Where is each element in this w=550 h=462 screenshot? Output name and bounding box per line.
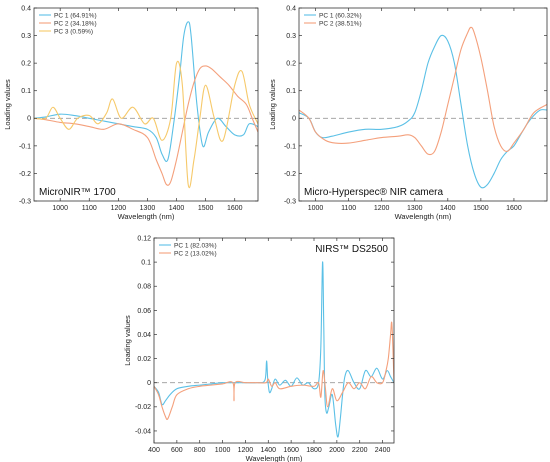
x-tick-label: 400 bbox=[148, 447, 160, 454]
legend: PC 1 (82.03%)PC 2 (13.02%) bbox=[159, 242, 217, 257]
legend-label-1: PC 1 (64.91%) bbox=[54, 12, 97, 19]
x-tick-label: 2200 bbox=[352, 447, 368, 454]
y-tick-label: 0.06 bbox=[137, 308, 151, 315]
y-tick-label: 0.4 bbox=[21, 5, 31, 12]
series-group bbox=[299, 26, 547, 189]
y-tick-label: 0.1 bbox=[286, 88, 296, 95]
y-tick-label: 0.1 bbox=[21, 88, 31, 95]
y-tick-label: -0.2 bbox=[284, 171, 296, 178]
x-tick-label: 1200 bbox=[238, 447, 254, 454]
x-tick-label: 1500 bbox=[473, 205, 489, 212]
series-line-2 bbox=[34, 65, 258, 186]
series-line-1 bbox=[299, 34, 547, 189]
y-tick-label: 0 bbox=[27, 116, 31, 123]
legend-label-2: PC 2 (13.02%) bbox=[174, 250, 217, 257]
y-tick-label: -0.04 bbox=[135, 428, 151, 435]
x-tick-label: 600 bbox=[171, 447, 183, 454]
plot-frame bbox=[153, 237, 395, 444]
y-axis-title: Loading values bbox=[268, 79, 277, 130]
x-axis-title: Wavelength (nm) bbox=[395, 212, 452, 221]
series-line-2 bbox=[299, 26, 547, 156]
y-tick-label: 0.2 bbox=[21, 61, 31, 68]
y-axis-title: Loading values bbox=[123, 315, 132, 366]
y-tick-label: 0.4 bbox=[286, 5, 296, 12]
legend-label-1: PC 1 (60.32%) bbox=[319, 12, 362, 19]
x-tick-label: 1600 bbox=[227, 205, 243, 212]
y-tick-label: 0.2 bbox=[286, 61, 296, 68]
x-tick-label: 1100 bbox=[82, 205, 97, 212]
legend-label-1: PC 1 (82.03%) bbox=[174, 242, 217, 249]
y-tick-label: 0.04 bbox=[137, 332, 151, 339]
y-tick-label: 0.3 bbox=[286, 33, 296, 40]
x-tick-label: 1600 bbox=[506, 205, 522, 212]
x-tick-label: 1000 bbox=[215, 447, 231, 454]
x-tick-label: 1400 bbox=[260, 447, 276, 454]
x-tick-label: 1600 bbox=[283, 447, 299, 454]
y-tick-label: 0.1 bbox=[141, 260, 151, 267]
x-tick-label: 1300 bbox=[140, 205, 156, 212]
x-tick-label: 1200 bbox=[111, 205, 127, 212]
x-tick-label: 1200 bbox=[374, 205, 390, 212]
y-tick-label: -0.3 bbox=[19, 198, 31, 205]
plot-frame bbox=[33, 7, 259, 202]
y-tick-label: 0.12 bbox=[137, 235, 151, 242]
y-tick-label: -0.1 bbox=[284, 143, 296, 150]
y-tick-label: -0.02 bbox=[135, 404, 151, 411]
x-tick-label: 1400 bbox=[169, 205, 185, 212]
x-tick-label: 1400 bbox=[440, 205, 456, 212]
legend-label-2: PC 2 (38.51%) bbox=[319, 20, 362, 27]
y-tick-label: -0.1 bbox=[19, 143, 31, 150]
chart-title: Micro-Hyperspec® NIR camera bbox=[304, 187, 444, 198]
series-line-3 bbox=[34, 60, 258, 188]
x-tick-label: 2400 bbox=[375, 447, 391, 454]
y-tick-label: 0.08 bbox=[137, 284, 151, 291]
y-tick-label: 0 bbox=[292, 116, 296, 123]
series-line-1 bbox=[154, 261, 394, 438]
chart-title: MicroNIR™ 1700 bbox=[39, 187, 116, 198]
y-axis-title: Loading values bbox=[3, 79, 12, 130]
x-tick-label: 1300 bbox=[407, 205, 423, 212]
x-axis-title: Wavelength (nm) bbox=[118, 212, 175, 221]
x-tick-label: 2000 bbox=[329, 447, 345, 454]
x-tick-label: 1500 bbox=[198, 205, 214, 212]
series-line-2 bbox=[154, 321, 394, 421]
x-axis-title: Wavelength (nm) bbox=[246, 454, 303, 462]
legend: PC 1 (60.32%)PC 2 (38.51%) bbox=[304, 12, 362, 27]
chart-micronir: 1000 1100 1200 1300 1400 1500 1600 -0.3 -0.2 -0.1… bbox=[3, 5, 259, 221]
y-tick-label: 0 bbox=[147, 380, 151, 387]
x-tick-label: 1100 bbox=[341, 205, 356, 212]
series-group bbox=[154, 261, 394, 438]
y-tick-label: -0.3 bbox=[284, 198, 296, 205]
x-tick-label: 1000 bbox=[308, 205, 324, 212]
y-tick-label: -0.2 bbox=[19, 171, 31, 178]
y-tick-label: 0.02 bbox=[137, 356, 151, 363]
series-line-1 bbox=[34, 21, 258, 162]
x-tick-label: 800 bbox=[194, 447, 206, 454]
legend: PC 1 (64.91%)PC 2 (34.18%)PC 3 (0.59%) bbox=[39, 12, 97, 35]
chart-title: NIRS™ DS2500 bbox=[315, 244, 388, 255]
legend-label-3: PC 3 (0.59%) bbox=[54, 28, 93, 35]
chart-micro-hyperspec: 1000 1100 1200 1300 1400 1500 1600 -0.3 -0.2 -0.1… bbox=[268, 5, 548, 221]
legend-label-2: PC 2 (34.18%) bbox=[54, 20, 97, 27]
chart-nirs-ds2500: 400 600 800 1000 1200 1400 1600 1800 2000 2200 240… bbox=[123, 235, 395, 462]
x-tick-label: 1800 bbox=[306, 447, 322, 454]
x-tick-label: 1000 bbox=[52, 205, 68, 212]
series-group bbox=[34, 21, 258, 188]
y-tick-label: 0.3 bbox=[21, 33, 31, 40]
plot-frame bbox=[298, 7, 548, 202]
